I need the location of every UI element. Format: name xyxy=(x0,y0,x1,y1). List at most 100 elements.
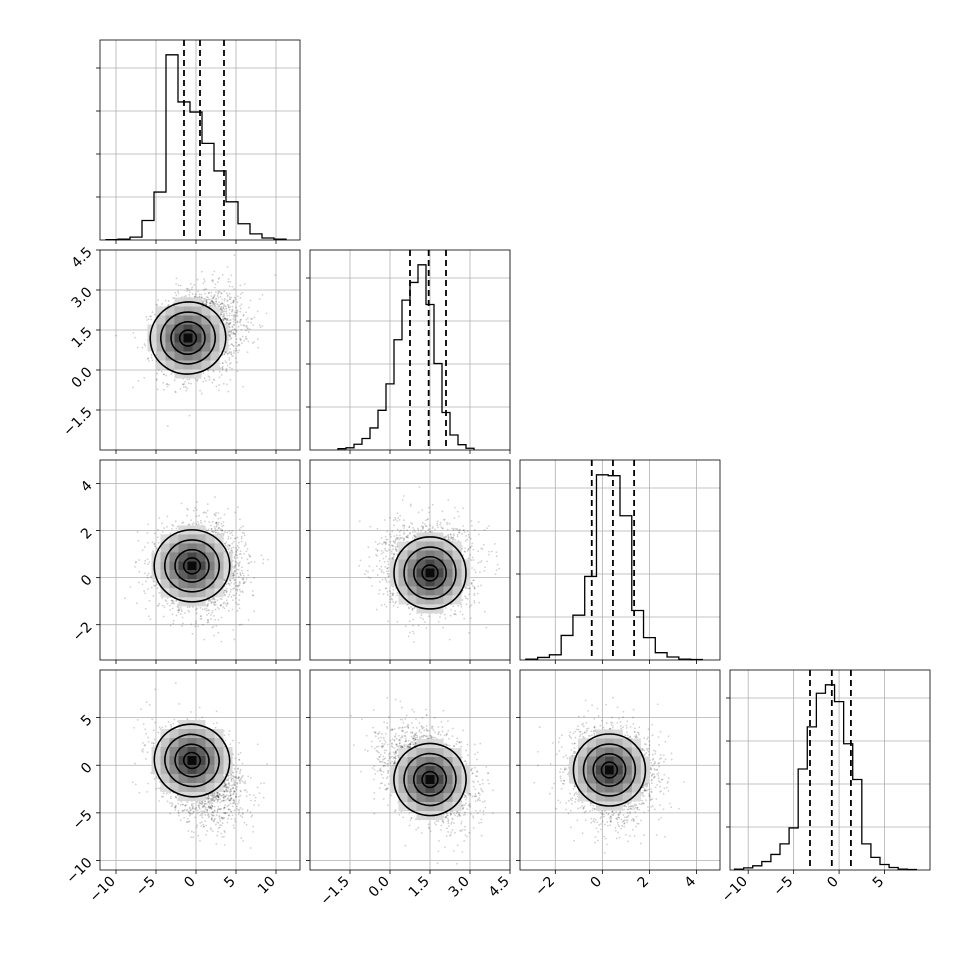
density-cell xyxy=(192,315,202,325)
scatter-point xyxy=(186,507,188,510)
scatter-point xyxy=(206,509,209,512)
scatter-point xyxy=(214,601,217,604)
scatter-point xyxy=(213,270,216,273)
scatter-point xyxy=(228,582,230,585)
scatter-point xyxy=(232,332,235,335)
scatter-point xyxy=(229,298,232,301)
scatter-point xyxy=(169,609,172,611)
scatter-point xyxy=(231,305,234,308)
scatter-point xyxy=(214,294,216,296)
scatter-point xyxy=(191,293,194,295)
scatter-point xyxy=(213,303,216,306)
scatter-point xyxy=(195,620,197,623)
scatter-point xyxy=(223,353,226,356)
scatter-point xyxy=(220,310,222,313)
scatter-point xyxy=(221,362,224,365)
scatter-point xyxy=(167,304,170,307)
scatter-point xyxy=(221,315,224,318)
scatter-point xyxy=(213,513,216,515)
scatter-point xyxy=(156,528,159,531)
scatter-point xyxy=(236,589,239,592)
scatter-point xyxy=(225,587,228,590)
scatter-point xyxy=(187,508,189,511)
scatter-point xyxy=(223,353,226,355)
density-cell xyxy=(165,342,175,352)
scatter-point xyxy=(237,351,240,354)
scatter-point xyxy=(173,379,176,382)
scatter-point xyxy=(143,562,146,565)
scatter-point xyxy=(151,359,154,362)
scatter-point xyxy=(206,614,208,616)
scatter-point xyxy=(225,603,227,605)
scatter-point xyxy=(236,588,239,591)
scatter-point xyxy=(152,579,155,582)
scatter-panel-1-0: −1.50.01.53.04.5 xyxy=(60,244,301,454)
scatter-point xyxy=(248,306,250,309)
scatter-point xyxy=(171,613,174,616)
scatter-point xyxy=(236,361,238,364)
scatter-point xyxy=(217,527,220,530)
scatter-point xyxy=(164,599,167,602)
scatter-point xyxy=(232,628,235,631)
scatter-point xyxy=(233,571,235,574)
scatter-point xyxy=(188,378,191,381)
scatter-point xyxy=(134,336,136,339)
scatter-point xyxy=(219,320,222,323)
scatter-point xyxy=(228,366,231,369)
scatter-point xyxy=(249,555,252,558)
scatter-point xyxy=(151,541,154,544)
scatter-point xyxy=(215,511,218,514)
density-cell xyxy=(156,351,166,361)
scatter-point xyxy=(177,606,180,609)
scatter-point xyxy=(226,318,229,321)
scatter-point xyxy=(175,277,178,280)
scatter-point xyxy=(219,517,222,520)
scatter-point xyxy=(157,604,160,607)
scatter-point xyxy=(214,608,217,611)
scatter-point xyxy=(156,587,159,590)
x-tick-label: 0 xyxy=(824,874,842,892)
density-cell xyxy=(174,351,184,361)
scatter-point xyxy=(213,301,216,304)
scatter-point xyxy=(183,295,186,298)
scatter-point xyxy=(227,547,230,550)
density-cell xyxy=(165,306,175,316)
scatter-point xyxy=(199,618,202,620)
scatter-point xyxy=(233,582,236,585)
scatter-point xyxy=(210,614,213,616)
scatter-point xyxy=(234,566,236,568)
scatter-point xyxy=(183,612,186,615)
scatter-point xyxy=(213,525,216,528)
scatter-point xyxy=(205,301,208,304)
scatter-point xyxy=(233,570,236,573)
scatter-point xyxy=(233,311,236,314)
scatter-point xyxy=(232,594,235,597)
scatter-point xyxy=(240,537,243,540)
scatter-point xyxy=(199,615,202,618)
scatter-point xyxy=(232,299,235,302)
scatter-point xyxy=(207,612,210,615)
scatter-point xyxy=(214,527,217,530)
scatter-point xyxy=(222,313,225,316)
scatter-point xyxy=(235,329,238,332)
scatter-point xyxy=(148,360,150,362)
scatter-point xyxy=(191,523,194,526)
scatter-point xyxy=(223,589,226,592)
scatter-point xyxy=(236,584,239,587)
scatter-point xyxy=(186,606,189,609)
scatter-point xyxy=(239,297,242,299)
scatter-point xyxy=(211,609,214,612)
scatter-point xyxy=(247,574,250,577)
scatter-point xyxy=(228,584,231,586)
scatter-point xyxy=(233,567,236,570)
scatter-point xyxy=(215,522,217,524)
scatter-point xyxy=(153,543,156,546)
scatter-point xyxy=(224,593,226,596)
scatter-point xyxy=(217,521,220,524)
scatter-point xyxy=(217,296,220,299)
scatter-point xyxy=(232,300,235,303)
scatter-point xyxy=(166,383,169,386)
scatter-point xyxy=(174,390,177,393)
scatter-point xyxy=(196,378,199,381)
scatter-point xyxy=(240,303,243,306)
